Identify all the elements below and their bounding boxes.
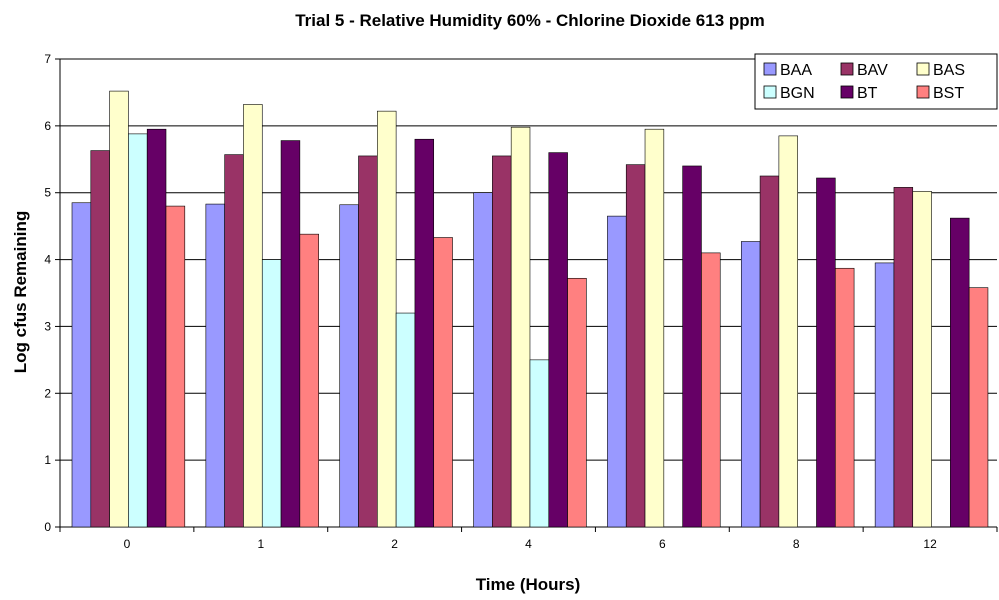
legend-box: [754, 53, 998, 110]
bar-bst: [701, 252, 721, 528]
x-tick-label: 0: [124, 537, 131, 551]
bar-bst: [567, 277, 587, 528]
x-tick-label: 8: [793, 537, 800, 551]
y-axis-title: Log cfus Remaining: [11, 211, 30, 373]
bar-bas: [912, 191, 932, 528]
bar-bas: [778, 135, 798, 528]
bar-bav: [759, 175, 780, 528]
y-tick-label: 0: [44, 520, 51, 534]
x-tick-label: 2: [391, 537, 398, 551]
bar-bst: [433, 237, 453, 528]
bar-bt: [146, 128, 167, 528]
y-tick-label: 5: [44, 186, 51, 200]
x-tick-label: 12: [923, 537, 937, 551]
bar-bav: [893, 187, 914, 528]
x-tick-label: 4: [525, 537, 532, 551]
bar-bav: [492, 155, 512, 528]
bar-bgn: [128, 133, 148, 528]
bar-bas: [644, 128, 665, 528]
bar-bas: [243, 104, 263, 528]
y-tick-label: 7: [44, 52, 51, 66]
x-tick-label: 6: [659, 537, 666, 551]
bar-bt: [548, 152, 568, 528]
bar-baa: [874, 262, 895, 528]
legend-label-bas: BAS: [933, 62, 965, 79]
bar-bas: [510, 126, 531, 528]
bar-bgn: [529, 359, 550, 528]
legend-swatch-bst: [916, 85, 930, 99]
bar-bst: [968, 287, 989, 528]
legend-swatch-bas: [916, 62, 930, 76]
bar-bt: [414, 138, 435, 528]
legend-swatch-bt: [840, 85, 854, 99]
legend-swatch-baa: [763, 62, 777, 76]
y-tick-label: 6: [44, 119, 51, 133]
legend-label-bav: BAV: [857, 62, 888, 79]
y-tick-label: 2: [44, 386, 51, 400]
bar-bgn: [395, 312, 416, 528]
bar-baa: [339, 204, 359, 528]
bar-baa: [473, 192, 493, 528]
bar-baa: [740, 241, 761, 528]
legend-label-baa: BAA: [780, 62, 812, 79]
legend-label-bgn: BGN: [780, 85, 815, 102]
legend-label-bt: BT: [857, 85, 878, 102]
bar-bst: [165, 205, 186, 528]
x-axis-title: Time (Hours): [476, 575, 581, 594]
y-tick-label: 4: [44, 253, 51, 267]
legend-swatch-bav: [840, 62, 854, 76]
bar-baa: [205, 203, 225, 528]
x-tick-label: 1: [257, 537, 264, 551]
bar-bst: [299, 233, 319, 528]
bar-bas: [109, 90, 129, 528]
bar-bav: [358, 155, 378, 528]
legend: BAA BAV BAS BGN BT BST: [754, 53, 998, 110]
chart-title: Trial 5 - Relative Humidity 60% - Chlori…: [295, 11, 765, 30]
bar-bt: [816, 177, 836, 528]
bar-bgn: [261, 259, 282, 528]
bar-bt: [682, 165, 702, 528]
bar-baa: [607, 215, 627, 528]
bar-bt: [280, 140, 301, 528]
bar-bst: [834, 267, 855, 528]
legend-label-bst: BST: [933, 85, 964, 102]
y-tick-label: 1: [44, 453, 51, 467]
y-tick-label: 3: [44, 319, 51, 333]
bar-bt: [950, 217, 970, 528]
bar-bav: [224, 154, 244, 528]
bar-baa: [71, 202, 92, 528]
legend-swatch-bgn: [763, 85, 777, 99]
bar-bav: [625, 164, 646, 528]
bar-bas: [377, 110, 397, 528]
bar-bav: [90, 150, 110, 528]
